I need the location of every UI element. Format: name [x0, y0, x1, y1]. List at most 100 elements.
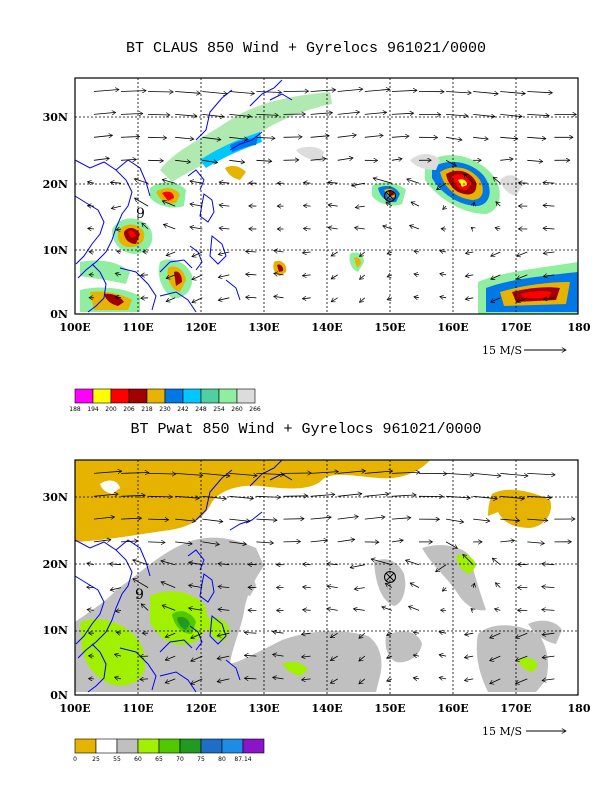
- top-wind-vector: [163, 224, 176, 230]
- bottom-wind-vector: [490, 632, 501, 638]
- top-wind-vector: [303, 183, 311, 184]
- bottom-wind-vector: [162, 605, 176, 611]
- top-wind-vector: [274, 273, 284, 275]
- top-wind-vector: [391, 113, 414, 114]
- top-wind-vector: [117, 251, 121, 252]
- top-wind-vector: [115, 273, 122, 275]
- bottom-wind-vector: [116, 610, 122, 611]
- top-wind-vector: [310, 136, 330, 138]
- top-wind-vector: [229, 114, 251, 116]
- bottom-y-tick-label: 30N: [43, 491, 68, 504]
- top-wind-vector: [190, 204, 203, 206]
- top-colorbar-label: 194: [87, 406, 99, 413]
- top-wind-vector: [120, 114, 143, 115]
- top-wind-vector: [391, 90, 417, 91]
- bottom-wind-vector: [385, 583, 393, 588]
- bottom-wind-vector: [330, 632, 338, 639]
- top-wind-vector: [175, 160, 190, 162]
- bottom-wind-vector: [310, 517, 332, 519]
- bottom-colorbar-label: 87.14: [234, 756, 251, 763]
- top-panel-title: BT CLAUS 850 Wind + Gyrelocs 961021/0000: [125, 40, 487, 57]
- bottom-wind-vector: [229, 496, 253, 498]
- top-colorbar-label: 266: [249, 406, 261, 413]
- bottom-wind-vector: [191, 678, 203, 684]
- top-wind-vector: [543, 252, 555, 253]
- bottom-wind-vector: [465, 633, 474, 635]
- top-wind-vector: [302, 298, 311, 299]
- bottom-wind-vector: [273, 654, 284, 656]
- top-colorbar-swatch: [236, 388, 256, 404]
- top-wind-vector: [134, 179, 149, 184]
- top-wind-vector: [391, 159, 402, 161]
- bottom-wind-vector: [283, 496, 308, 497]
- top-wind-vector: [543, 228, 555, 229]
- top-wind-vector: [437, 182, 447, 189]
- bottom-shaded-fields: [75, 460, 562, 692]
- top-wind-vector: [302, 275, 311, 276]
- bottom-colorbar-swatch: [74, 738, 97, 754]
- bottom-wind-vector: [93, 494, 118, 496]
- top-wind-vector: [120, 159, 136, 160]
- bottom-wind-vector: [410, 583, 420, 588]
- top-wind-vector: [331, 274, 338, 280]
- bottom-x-tick-label: 180: [568, 702, 591, 715]
- bottom-wind-vectors: [87, 471, 575, 684]
- top-wind-vector: [135, 198, 149, 207]
- top-colorbar-label: 260: [231, 406, 243, 413]
- bottom-wind-vector: [359, 632, 366, 638]
- bottom-wind-vector: [442, 588, 446, 592]
- bottom-wind-vector: [202, 518, 223, 522]
- bottom-wind-vector: [464, 679, 474, 681]
- top-wind-vector: [473, 92, 498, 94]
- top-wind-vector: [256, 114, 278, 115]
- bottom-wind-vector: [391, 472, 420, 473]
- bottom-wind-vector: [473, 519, 490, 521]
- bottom-wind-vector: [492, 558, 501, 566]
- bottom-wind-vector: [490, 678, 501, 684]
- bottom-colorbar-label: 80: [218, 756, 226, 763]
- bottom-wind-vector: [218, 586, 230, 587]
- bottom-wind-vector: [473, 495, 497, 499]
- top-wind-vector: [414, 297, 420, 298]
- bottom-wind-vector: [175, 473, 203, 475]
- top-wind-vector: [162, 201, 176, 207]
- bottom-wind-vector: [471, 609, 473, 611]
- top-map-frame: [74, 77, 579, 315]
- bottom-wind-vector: [148, 542, 165, 543]
- top-wind-vector: [337, 89, 363, 92]
- top-x-tick-label: 170E: [500, 321, 531, 334]
- top-wind-vector: [218, 298, 230, 301]
- top-gyre-marker: [384, 190, 396, 202]
- bottom-y-tick-label: 20N: [43, 558, 68, 571]
- top-colorbar-label: 254: [213, 406, 225, 413]
- top-wind-vector: [202, 160, 217, 162]
- top-wind-vector: [373, 178, 393, 184]
- bottom-wind-vector: [303, 610, 311, 611]
- bottom-wind-vector: [463, 554, 474, 565]
- top-colorbar-swatch: [74, 388, 94, 404]
- bottom-colorbar-label: 60: [134, 756, 142, 763]
- top-wind-vector: [175, 92, 200, 94]
- bottom-wind-vector: [473, 583, 474, 587]
- top-wind-vector: [192, 251, 203, 257]
- bottom-wind-vector: [445, 541, 457, 548]
- top-wind-vector: [527, 160, 542, 161]
- top-wind-vector: [517, 297, 528, 302]
- bottom-wind-vector: [330, 655, 338, 661]
- bottom-y-axis-labels: 30N 20N 10N 0N: [43, 491, 68, 702]
- bottom-wind-vector: [310, 540, 328, 542]
- bottom-x-axis-labels: 100E 110E 120E 130E 140E 150E 160E 170E 180: [59, 702, 591, 715]
- bottom-wind-vector: [500, 495, 524, 498]
- bottom-colorbar-label: 0: [73, 756, 77, 763]
- top-wind-vector: [219, 182, 230, 183]
- bottom-colorbar-swatch: [137, 738, 160, 754]
- top-y-tick-label: 0N: [50, 308, 68, 321]
- top-wind-vector: [190, 181, 203, 183]
- top-wind-vector: [142, 223, 149, 230]
- top-wind-vector: [93, 90, 119, 92]
- top-wind-vector: [411, 202, 420, 207]
- top-wind-vector: [337, 158, 353, 160]
- top-wind-vector: [364, 89, 390, 91]
- bottom-colorbar-swatch: [179, 738, 202, 754]
